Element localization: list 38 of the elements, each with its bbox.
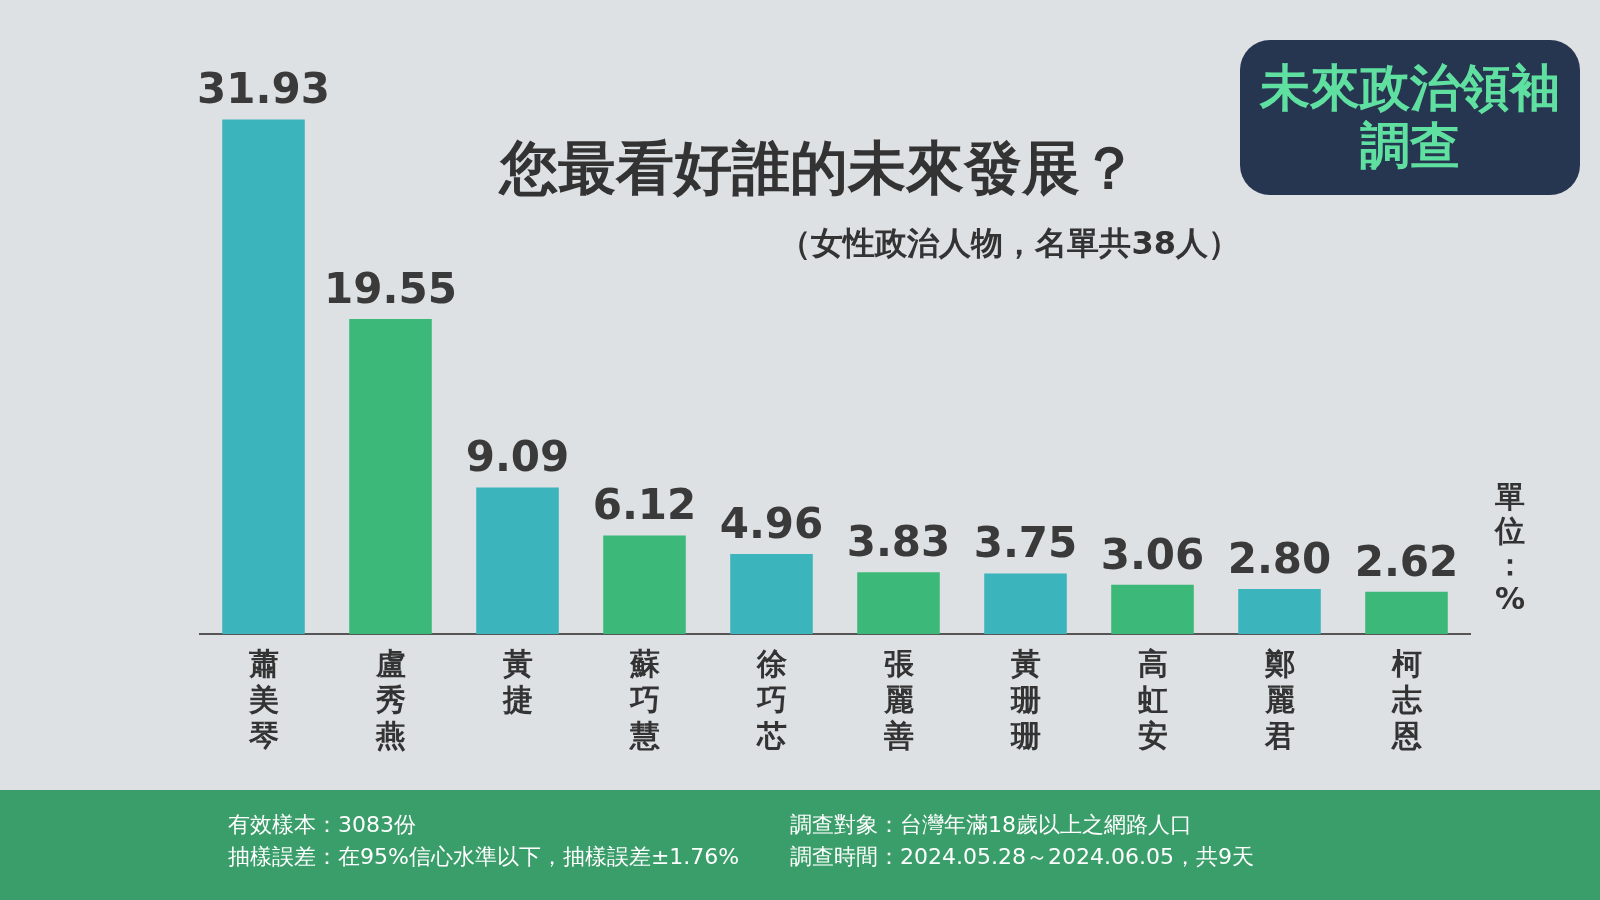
data-label: 4.96 <box>719 498 824 548</box>
bar <box>984 573 1067 634</box>
data-label: 9.09 <box>465 432 570 482</box>
x-tick-label: 高虹安 <box>1137 647 1168 753</box>
bar <box>476 487 559 634</box>
data-label: 3.06 <box>1100 529 1205 579</box>
x-tick-label: 柯志恩 <box>1390 647 1423 753</box>
data-label: 2.62 <box>1354 536 1459 586</box>
data-label: 6.12 <box>592 480 697 530</box>
bar <box>1365 591 1448 634</box>
bar <box>349 318 432 634</box>
y-axis-title: 單位：% <box>1493 479 1527 616</box>
x-tick-label: 鄭麗君 <box>1263 647 1295 753</box>
data-label: 2.80 <box>1227 533 1332 583</box>
data-label: 3.75 <box>973 518 1078 568</box>
data-label: 19.55 <box>324 263 457 313</box>
data-label: 31.93 <box>197 64 330 114</box>
bar <box>222 119 305 634</box>
x-tick-label: 蕭美琴 <box>247 647 279 753</box>
text: 調查對象：台灣年滿18歲以上之網路人口 <box>790 811 1192 839</box>
x-tick-label: 盧秀燕 <box>374 647 406 753</box>
text: 抽樣誤差：在95%信心水準以下，抽樣誤差±1.76% <box>228 843 740 871</box>
chart-title: 您最看好誰的未來發展？ <box>500 133 1138 204</box>
x-tick-label: 黃捷 <box>501 647 533 717</box>
x-tick-label: 黃珊珊 <box>1009 647 1041 753</box>
text: 調查時間：2024.05.28～2024.06.05，共9天 <box>790 843 1254 871</box>
annotation: 未來政治領袖調查 <box>1240 40 1580 195</box>
x-tick-label: 徐巧芯 <box>755 647 788 753</box>
bar <box>603 535 686 634</box>
text: 有效樣本：3083份 <box>228 811 416 839</box>
bar <box>730 554 813 634</box>
data-label: 3.83 <box>846 517 951 567</box>
bar <box>857 572 940 634</box>
bar <box>1111 584 1194 634</box>
bar <box>1238 588 1321 634</box>
x-tick-label: 張麗善 <box>882 647 914 753</box>
x-tick-label: 蘇巧慧 <box>627 647 660 753</box>
text: （女性政治人物，名單共38人） <box>779 223 1240 264</box>
